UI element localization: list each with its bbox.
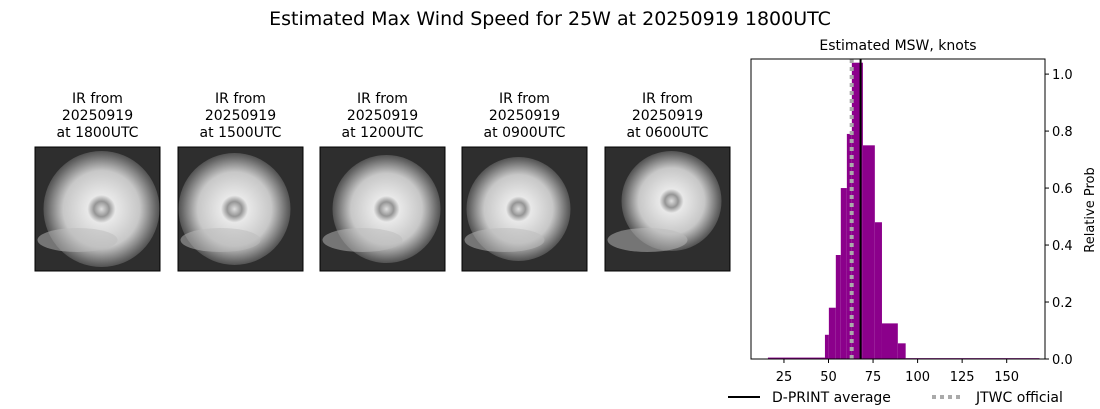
satellite-image	[604, 146, 731, 272]
bar	[840, 188, 847, 359]
x-tick-label: 50	[820, 370, 837, 385]
x-tick-label: 150	[994, 370, 1019, 385]
image-title: IR from	[499, 91, 550, 107]
legend-label: JTWC official	[975, 390, 1063, 406]
image-frame	[34, 146, 161, 272]
image-title: at 0600UTC	[627, 125, 709, 141]
image-title: 20250919	[489, 108, 560, 124]
bar	[862, 145, 875, 359]
y-axis-label: Relative Prob	[1083, 167, 1098, 252]
y-tick-label: 0.8	[1052, 125, 1073, 140]
bar	[828, 307, 836, 359]
y-tick-label: 0.0	[1052, 353, 1073, 368]
cloud-band	[322, 228, 403, 252]
x-tick-label: 75	[865, 370, 882, 385]
y-tick-label: 0.2	[1052, 296, 1073, 311]
satellite-image	[461, 146, 588, 272]
image-title: 20250919	[62, 108, 133, 124]
cloud-band	[464, 228, 545, 252]
bar	[881, 323, 898, 359]
bar	[897, 343, 906, 359]
image-title: at 0900UTC	[484, 125, 566, 141]
bar	[874, 222, 882, 359]
satellite-image	[177, 146, 304, 272]
image-title: 20250919	[632, 108, 703, 124]
cloud-band	[180, 228, 261, 252]
legend-label: D-PRINT average	[772, 390, 891, 406]
bar	[846, 133, 852, 359]
image-frame	[177, 146, 304, 272]
image-frame	[604, 146, 731, 272]
figure-title: Estimated Max Wind Speed for 25W at 2025…	[269, 8, 831, 30]
x-tick-label: 100	[905, 370, 930, 385]
bar	[835, 255, 841, 359]
image-frame	[319, 146, 446, 272]
bar	[824, 334, 829, 359]
x-tick-label: 25	[776, 370, 793, 385]
image-title: 20250919	[347, 108, 418, 124]
image-title: at 1800UTC	[57, 125, 139, 141]
satellite-image	[319, 146, 446, 272]
plot-frame	[750, 58, 1046, 360]
image-title: at 1500UTC	[200, 125, 282, 141]
cloud-mass	[621, 151, 722, 251]
image-title: IR from	[642, 91, 693, 107]
bar	[851, 62, 863, 359]
cloud-band	[607, 228, 688, 252]
image-frame	[461, 146, 588, 272]
image-title: IR from	[357, 91, 408, 107]
y-tick-label: 0.4	[1052, 239, 1073, 254]
bar	[767, 357, 825, 359]
image-title: IR from	[215, 91, 266, 107]
y-tick-label: 1.0	[1052, 68, 1073, 83]
y-tick-label: 0.6	[1052, 182, 1073, 197]
image-title: IR from	[72, 91, 123, 107]
cloud-band	[37, 228, 118, 252]
image-title: at 1200UTC	[342, 125, 424, 141]
image-title: 20250919	[205, 108, 276, 124]
x-tick-label: 125	[950, 370, 975, 385]
chart-title: Estimated MSW, knots	[819, 38, 976, 54]
satellite-image	[34, 146, 161, 272]
